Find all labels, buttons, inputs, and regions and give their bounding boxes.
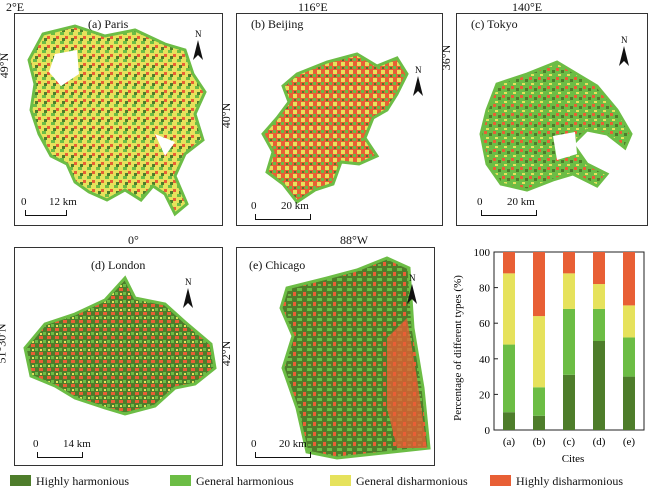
paris-scale-bar: 0 12 km [21, 196, 81, 218]
beijing-urban-area [261, 52, 409, 205]
chicago-scale-bar: 0 20 km [251, 438, 327, 460]
chicago-longitude: 88°W [340, 233, 369, 247]
y-tick-label: 100 [474, 247, 491, 259]
london-title: (d) London [91, 258, 146, 272]
bar-segment [623, 305, 635, 338]
chicago-title: (e) Chicago [249, 258, 306, 272]
tokyo-title: (c) Tokyo [471, 17, 518, 31]
tokyo-urban-area [479, 60, 633, 192]
london-north-arrow: N [183, 277, 193, 308]
legend-general-disharmonious: General disharmonious [330, 474, 468, 490]
chicago-north-arrow: N [407, 273, 417, 304]
london-latitude: 51°30′N [0, 323, 9, 364]
bar-segment [563, 308, 575, 375]
svg-text:N: N [415, 65, 422, 75]
legend-swatch-general-harmonious [170, 475, 191, 486]
bar-segment [563, 252, 575, 274]
map-panel-tokyo: (c) Tokyo N 0 20 km [456, 13, 648, 226]
beijing-scale-bar: 0 20 km [251, 200, 331, 222]
legend-highly-disharmonious: Highly disharmonious [490, 474, 623, 490]
bar-segment [593, 308, 605, 341]
y-tick-label: 40 [479, 354, 491, 366]
bar-segment [503, 344, 515, 413]
map-panel-london: (d) London N 0 14 km [14, 247, 223, 466]
y-tick-label: 60 [479, 318, 491, 330]
chart-axes: 0 20 40 60 80 100 (a) (b) (c) (d) (e) [474, 247, 645, 448]
svg-text:N: N [185, 277, 192, 287]
legend-label-general-disharmonious: General disharmonious [356, 474, 468, 488]
chart-x-axis-label: Cites [562, 453, 585, 465]
paris-latitude: 49°N [0, 52, 12, 79]
bar-segment [503, 412, 515, 430]
london-urban-area [23, 275, 217, 416]
paris-north-arrow: N [193, 29, 203, 60]
beijing-title: (b) Beijing [251, 17, 304, 31]
london-scale-bar: 0 14 km [33, 438, 103, 460]
chart-y-axis-label: Percentage of different types (%) [452, 275, 464, 421]
legend-swatch-highly-disharmonious [490, 475, 511, 486]
y-tick-label: 20 [479, 389, 491, 401]
x-tick-label: (a) [503, 436, 516, 448]
legend-swatch-general-disharmonious [330, 475, 351, 486]
london-scale-distance: 14 km [63, 438, 91, 450]
bar-segment [563, 374, 575, 430]
bar-segment [503, 273, 515, 345]
beijing-longitude: 116°E [298, 0, 328, 14]
bar-segment [623, 252, 635, 306]
chicago-urban-area [279, 256, 431, 460]
svg-text:N: N [409, 273, 416, 283]
x-tick-label: (e) [623, 436, 636, 448]
y-tick-label: 80 [479, 283, 491, 295]
bar-segment [533, 316, 545, 388]
svg-text:N: N [621, 35, 628, 45]
tokyo-longitude: 140°E [512, 0, 543, 14]
beijing-north-arrow: N [413, 65, 423, 96]
bar-segment [533, 387, 545, 416]
svg-text:N: N [195, 29, 202, 39]
x-tick-label: (c) [563, 436, 576, 448]
legend-label-highly-harmonious: Highly harmonious [36, 474, 129, 488]
bar-segment [593, 341, 605, 430]
stacked-bar-chart: 0 20 40 60 80 100 (a) (b) (c) (d) (e) Percentage o… [452, 247, 645, 465]
beijing-scale-distance: 20 km [281, 200, 309, 212]
bar-segment [623, 376, 635, 430]
bar-segment [503, 252, 515, 274]
legend-highly-harmonious: Highly harmonious [10, 474, 129, 490]
map-panel-paris: (a) Paris N 0 12 km [14, 13, 223, 226]
bar-segment [533, 252, 545, 317]
legend-label-general-harmonious: General harmonious [196, 474, 294, 488]
bar-segment [563, 273, 575, 309]
chicago-scale-zero: 0 [251, 438, 257, 450]
tokyo-scale-bar: 0 20 km [477, 196, 557, 218]
paris-longitude: 2°E [6, 0, 25, 14]
london-scale-zero: 0 [33, 438, 39, 450]
legend-swatch-highly-harmonious [10, 475, 31, 486]
bar-segment [593, 252, 605, 285]
london-longitude: 0° [128, 233, 139, 247]
paris-urban-area [27, 24, 207, 217]
tokyo-scale-distance: 20 km [507, 196, 535, 208]
legend-general-harmonious: General harmonious [170, 474, 294, 490]
bar-segment [593, 284, 605, 309]
bar-segment [533, 415, 545, 430]
paris-scale-distance: 12 km [49, 196, 77, 208]
paris-title: (a) Paris [88, 17, 129, 31]
tokyo-north-arrow: N [619, 35, 629, 66]
tokyo-scale-zero: 0 [477, 196, 483, 208]
chicago-scale-distance: 20 km [279, 438, 307, 450]
beijing-scale-zero: 0 [251, 200, 257, 212]
paris-scale-zero: 0 [21, 196, 27, 208]
bar-segment [623, 337, 635, 377]
y-tick-label: 0 [485, 425, 491, 437]
map-panel-beijing: (b) Beijing N 0 20 km [236, 13, 443, 226]
chart-bars [503, 252, 635, 430]
x-tick-label: (b) [533, 436, 546, 448]
map-panel-chicago: (e) Chicago N 0 20 km [236, 247, 435, 466]
legend-label-highly-disharmonious: Highly disharmonious [516, 474, 623, 488]
x-tick-label: (d) [593, 436, 606, 448]
